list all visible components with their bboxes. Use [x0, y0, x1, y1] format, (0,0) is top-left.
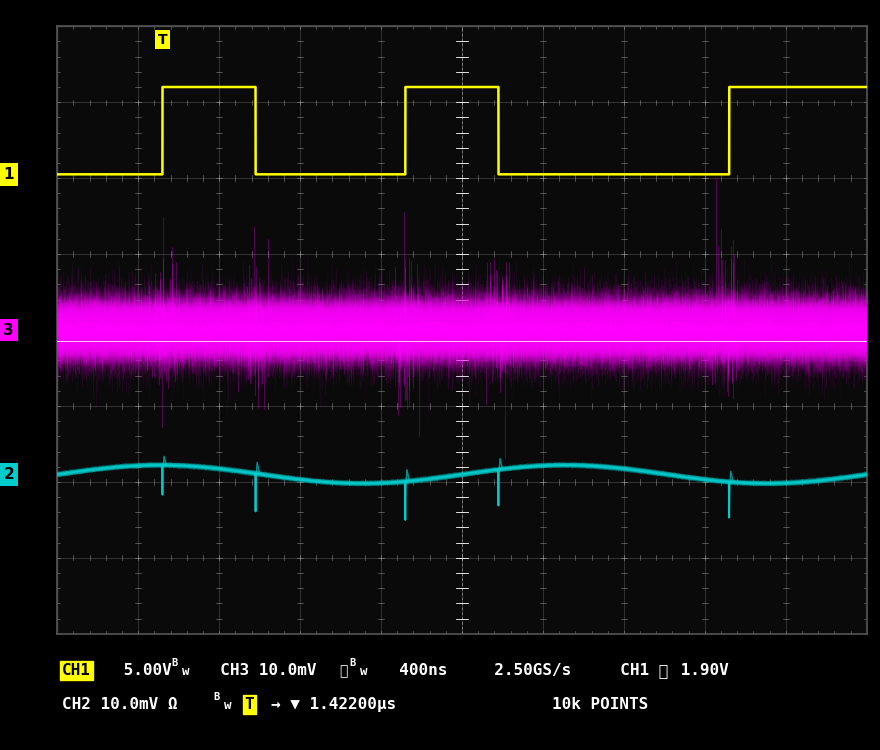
Text: CH1: CH1: [601, 663, 649, 678]
Text: B: B: [214, 692, 220, 702]
Text: CH1: CH1: [62, 663, 91, 678]
Text: w: w: [224, 699, 232, 712]
Text: B: B: [172, 658, 178, 668]
Text: CH3 10.0mV: CH3 10.0mV: [201, 663, 316, 678]
Text: → ▼ 1.42200μs: → ▼ 1.42200μs: [271, 697, 396, 712]
Text: ⎯: ⎯: [649, 663, 668, 678]
Text: 5.00V: 5.00V: [114, 663, 172, 678]
Text: w: w: [360, 665, 368, 678]
Text: 3: 3: [4, 322, 14, 338]
Text: 2: 2: [4, 466, 14, 482]
Text: T: T: [245, 697, 254, 712]
Text: 10k POINTS: 10k POINTS: [475, 697, 649, 712]
Text: w: w: [182, 665, 190, 678]
Text: 1.90V: 1.90V: [671, 663, 729, 678]
Text: CH2 10.0mV Ω: CH2 10.0mV Ω: [62, 697, 177, 712]
Text: 400ns: 400ns: [380, 663, 448, 678]
Text: ⋀: ⋀: [339, 664, 348, 678]
Text: T: T: [158, 33, 167, 47]
Text: 2.50GS/s: 2.50GS/s: [475, 663, 571, 678]
Text: B: B: [349, 658, 356, 668]
Text: 1: 1: [4, 166, 14, 182]
